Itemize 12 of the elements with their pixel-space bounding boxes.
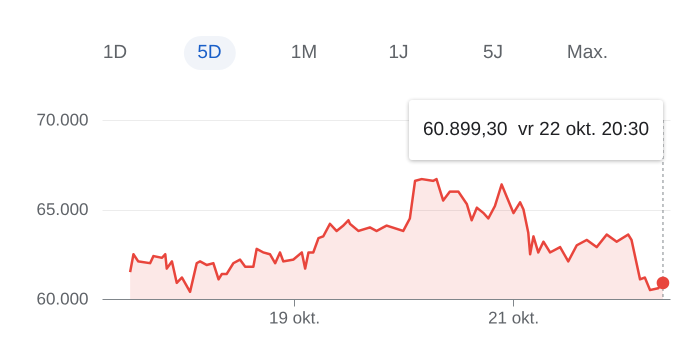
text: 5J: [482, 41, 504, 65]
y-tick-label: 65.000: [36, 200, 88, 219]
text: 1J: [387, 41, 410, 65]
x-tick-label: 21 okt.: [488, 308, 540, 328]
annotation: 60.899,30 vr 22 okt. 20:30: [408, 100, 664, 160]
y-tick-label: 70.000: [36, 110, 88, 130]
text: 1M: [290, 41, 318, 65]
y-tick-label: 60.000: [36, 290, 88, 308]
text: 1D: [102, 41, 128, 65]
text: Max.: [566, 41, 610, 65]
x-tick-label: 19 okt.: [269, 308, 320, 328]
text: 5D: [183, 36, 236, 70]
